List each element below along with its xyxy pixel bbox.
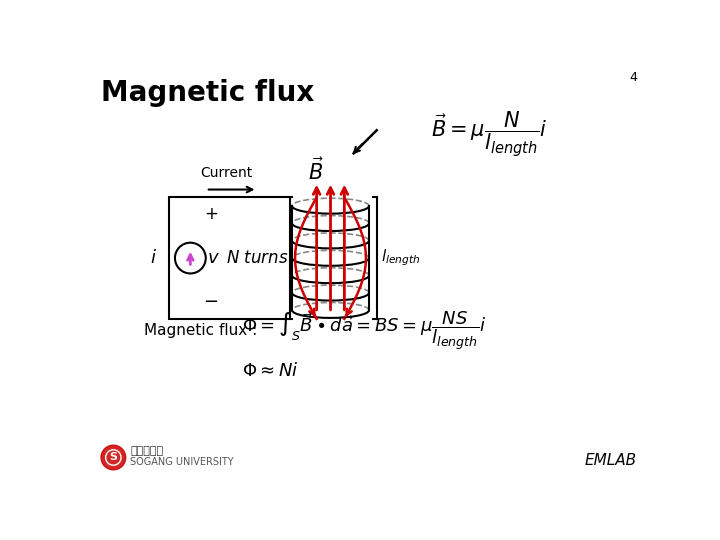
Text: $N$ turns: $N$ turns (226, 249, 289, 267)
Text: $\Phi \approx Ni$: $\Phi \approx Ni$ (242, 362, 299, 380)
Text: 4: 4 (629, 71, 637, 84)
Text: $\vec{B} = \mu \dfrac{N}{l_{length}} i$: $\vec{B} = \mu \dfrac{N}{l_{length}} i$ (431, 110, 547, 159)
Text: $i$: $i$ (150, 249, 156, 267)
Text: $v$: $v$ (207, 249, 220, 267)
Circle shape (101, 445, 126, 470)
Text: SOGANG UNIVERSITY: SOGANG UNIVERSITY (130, 457, 234, 467)
Text: −: − (204, 293, 219, 311)
Text: Magnetic flux: Magnetic flux (101, 79, 315, 107)
Circle shape (175, 242, 206, 273)
Text: Current: Current (200, 166, 253, 180)
Bar (168, 197, 290, 319)
Text: $\vec{B}$: $\vec{B}$ (308, 157, 324, 184)
Text: 서강대학교: 서강대학교 (130, 447, 163, 456)
Text: $\Phi = \int_S \vec{B} \bullet d\vec{a} = BS = \mu \dfrac{NS}{l_{length}} i$: $\Phi = \int_S \vec{B} \bullet d\vec{a} … (242, 309, 487, 352)
Text: EMLAB: EMLAB (585, 453, 637, 468)
Text: S: S (109, 453, 117, 462)
Text: Magnetic flux :: Magnetic flux : (144, 323, 258, 338)
Text: $l_{length}$: $l_{length}$ (382, 248, 420, 268)
Text: +: + (204, 205, 218, 223)
